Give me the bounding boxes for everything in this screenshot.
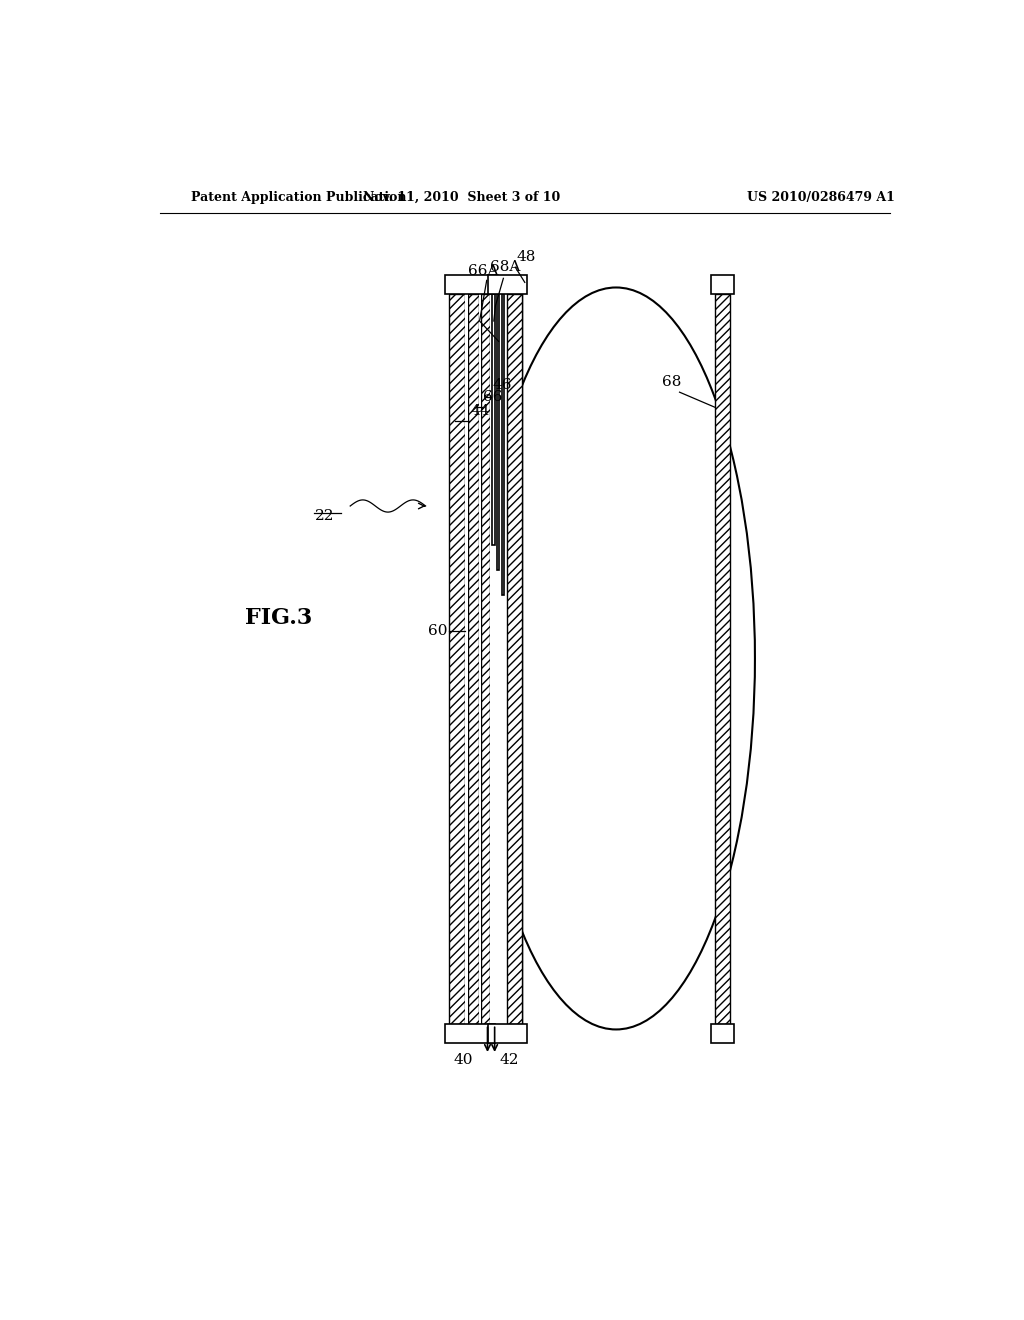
Text: 44: 44 [470, 404, 489, 417]
Bar [489, 293, 507, 1024]
Text: US 2010/0286479 A1: US 2010/0286479 A1 [748, 191, 895, 205]
Bar [711, 1024, 734, 1043]
Bar [504, 293, 507, 1024]
Bar [711, 276, 734, 293]
Bar [487, 1024, 527, 1043]
Ellipse shape [477, 288, 755, 1030]
Bar [507, 293, 522, 1024]
Bar [481, 293, 489, 1024]
Text: FIG.3: FIG.3 [246, 607, 312, 628]
Bar [444, 276, 495, 293]
Bar [507, 293, 522, 1024]
Text: 66: 66 [482, 391, 502, 404]
Text: 68: 68 [663, 375, 681, 389]
Bar [468, 293, 479, 1024]
Text: 46: 46 [493, 378, 512, 392]
Bar [479, 293, 481, 1024]
Text: 60: 60 [428, 624, 447, 638]
Bar [465, 293, 468, 1024]
Bar [493, 293, 495, 545]
Bar [497, 293, 500, 570]
Bar [502, 293, 504, 595]
Bar [487, 276, 527, 293]
Text: Patent Application Publication: Patent Application Publication [191, 191, 407, 205]
Text: 48: 48 [517, 249, 537, 264]
Text: 22: 22 [314, 510, 334, 523]
Text: Nov. 11, 2010  Sheet 3 of 10: Nov. 11, 2010 Sheet 3 of 10 [362, 191, 560, 205]
Text: 66A: 66A [468, 264, 498, 279]
Bar [444, 1024, 495, 1043]
Text: 68A: 68A [489, 260, 520, 275]
Bar [450, 293, 465, 1024]
Text: 40: 40 [454, 1053, 473, 1067]
Text: 42: 42 [500, 1053, 519, 1067]
Bar [715, 293, 729, 1024]
